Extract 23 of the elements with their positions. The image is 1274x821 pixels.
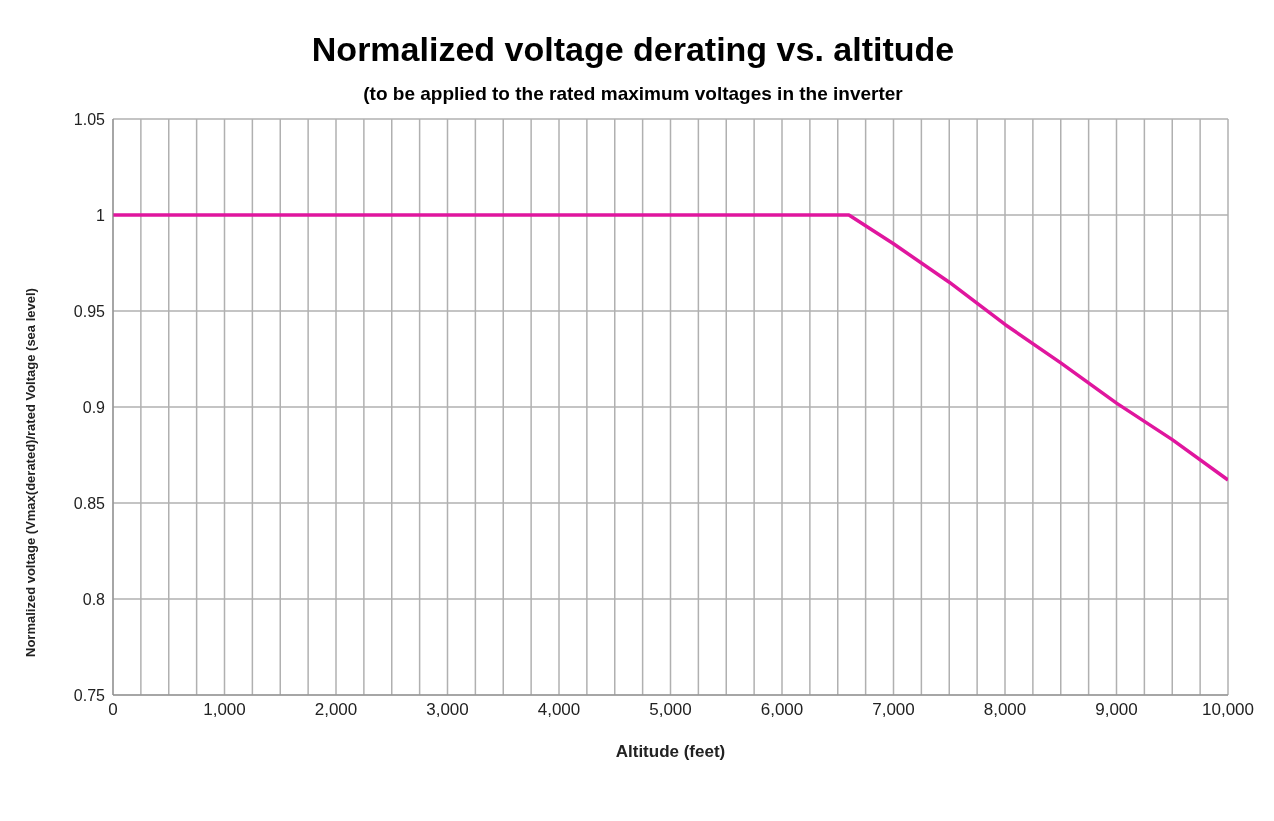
x-tick-label: 6,000 bbox=[760, 700, 804, 720]
y-tick-label: 0.95 bbox=[73, 302, 106, 320]
x-tick-label: 5,000 bbox=[649, 700, 692, 720]
chart-title: Normalized voltage derating vs. altitude bbox=[310, 30, 956, 69]
x-axis-title: Altitude (feet) bbox=[615, 742, 726, 761]
y-tick-label: 0.85 bbox=[73, 494, 106, 512]
y-tick-label: 1.05 bbox=[73, 110, 106, 128]
x-tick-label: 4,000 bbox=[537, 700, 581, 720]
y-tick-label: 1 bbox=[96, 206, 106, 224]
y-tick-label: 0.8 bbox=[82, 590, 106, 608]
y-tick-label: 0.9 bbox=[82, 398, 106, 416]
x-tick-label: 9,000 bbox=[1095, 700, 1138, 720]
x-tick-label: 2,000 bbox=[314, 700, 358, 720]
x-tick-label: 10,000 bbox=[1202, 700, 1254, 720]
x-tick-label: 3,000 bbox=[426, 700, 469, 720]
x-tick-label: 7,000 bbox=[872, 700, 915, 720]
y-axis-title: Normalized voltage (Vmax(derated)/rated Voltage (sea level) bbox=[22, 288, 38, 657]
x-tick-label: 1,000 bbox=[203, 700, 246, 720]
y-tick-label: 0.75 bbox=[73, 686, 106, 704]
chart-subtitle: (to be applied to the rated maximum voltages in the inverter bbox=[362, 83, 904, 105]
x-tick-label: 8,000 bbox=[983, 700, 1027, 720]
line-series bbox=[113, 213, 1228, 482]
x-tick-label: 0 bbox=[108, 700, 118, 720]
